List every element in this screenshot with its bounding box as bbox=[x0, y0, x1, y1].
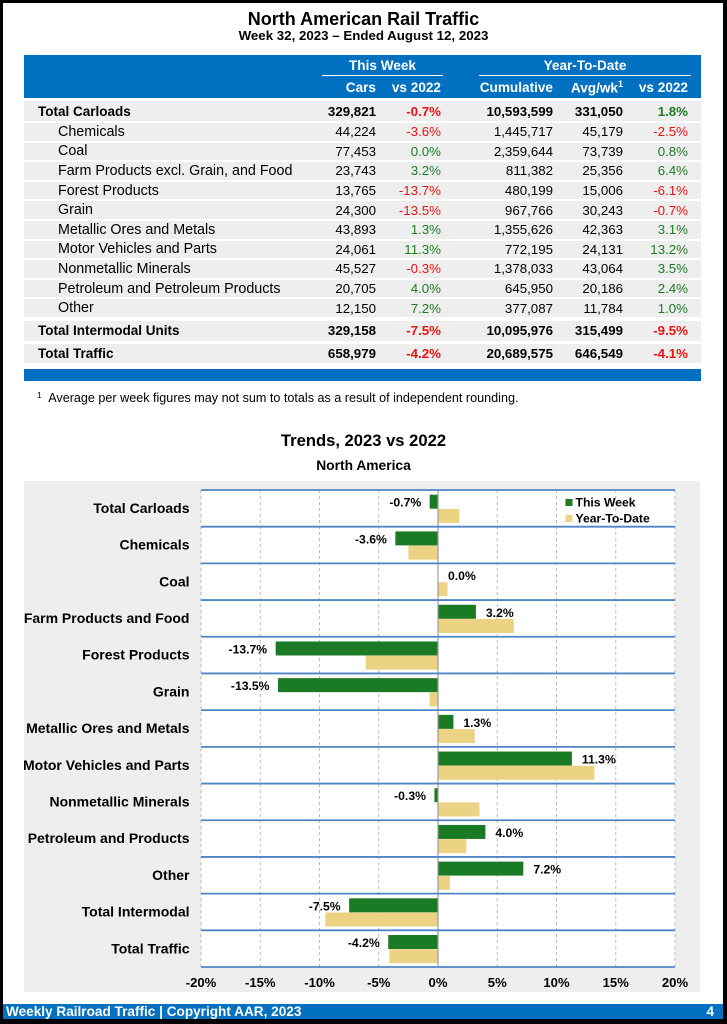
svg-text:-0.3%: -0.3% bbox=[394, 789, 426, 803]
svg-text:Total Intermodal: Total Intermodal bbox=[82, 904, 190, 920]
svg-text:-10%: -10% bbox=[304, 975, 335, 990]
svg-text:This Week: This Week bbox=[576, 495, 636, 509]
svg-text:-13.7%: -13.7% bbox=[229, 642, 268, 656]
svg-text:10%: 10% bbox=[543, 975, 570, 990]
svg-text:Metallic Ores and Metals: Metallic Ores and Metals bbox=[26, 720, 190, 736]
svg-text:-3.6%: -3.6% bbox=[355, 532, 387, 546]
svg-text:1.3%: 1.3% bbox=[463, 716, 491, 730]
svg-text:Coal: Coal bbox=[159, 573, 189, 589]
svg-text:5%: 5% bbox=[488, 975, 507, 990]
svg-text:Petroleum and Products: Petroleum and Products bbox=[28, 830, 190, 846]
svg-text:7.2%: 7.2% bbox=[533, 863, 561, 877]
svg-text:-0.7%: -0.7% bbox=[389, 496, 421, 510]
svg-text:11.3%: 11.3% bbox=[582, 753, 616, 767]
svg-text:-20%: -20% bbox=[186, 975, 217, 990]
svg-text:-4.2%: -4.2% bbox=[348, 936, 380, 950]
svg-text:Motor Vehicles and Parts: Motor Vehicles and Parts bbox=[24, 757, 190, 773]
svg-text:-5%: -5% bbox=[367, 975, 391, 990]
svg-text:0.0%: 0.0% bbox=[448, 569, 476, 583]
svg-text:Chemicals: Chemicals bbox=[119, 537, 189, 553]
svg-text:4.0%: 4.0% bbox=[495, 826, 523, 840]
svg-text:Forest Products: Forest Products bbox=[82, 647, 190, 663]
svg-text:Other: Other bbox=[152, 867, 190, 883]
svg-text:Grain: Grain bbox=[153, 683, 190, 699]
svg-text:Nonmetallic Minerals: Nonmetallic Minerals bbox=[49, 793, 189, 809]
svg-text:3.2%: 3.2% bbox=[486, 606, 514, 620]
svg-text:0%: 0% bbox=[429, 975, 448, 990]
svg-text:-7.5%: -7.5% bbox=[309, 899, 341, 913]
svg-text:Year-To-Date: Year-To-Date bbox=[576, 511, 650, 525]
svg-text:Total Carloads: Total Carloads bbox=[93, 500, 189, 516]
svg-text:Total Traffic: Total Traffic bbox=[111, 940, 190, 956]
svg-text:Farm Products and Food: Farm Products and Food bbox=[24, 610, 190, 626]
svg-text:-15%: -15% bbox=[245, 975, 276, 990]
svg-text:15%: 15% bbox=[603, 975, 630, 990]
svg-text:-13.5%: -13.5% bbox=[231, 679, 270, 693]
svg-text:20%: 20% bbox=[662, 975, 689, 990]
